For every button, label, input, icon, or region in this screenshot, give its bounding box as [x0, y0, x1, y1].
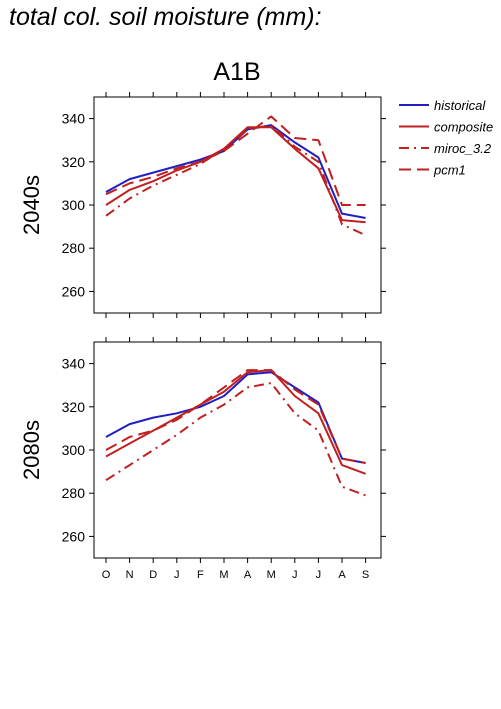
- panel-2040s: 260 280 300 320 340 2040s: [19, 92, 386, 318]
- series-line-pcm1: [105, 369, 366, 464]
- x-tick-label: D: [149, 569, 157, 581]
- panel-label-2080s: 2080s: [19, 420, 44, 480]
- legend-label: pcm1: [433, 163, 466, 178]
- series-line-historical: [105, 124, 366, 219]
- legend-label: historical: [434, 98, 486, 113]
- y-tick-label: 340: [62, 111, 86, 127]
- series-line-composite: [105, 369, 366, 475]
- x-tick-label: F: [197, 569, 204, 581]
- y-tick-label: 280: [62, 240, 86, 256]
- panel-2080s: 260 280 300 320 340 2080s: [19, 337, 386, 563]
- series-line-pcm1: [105, 115, 366, 206]
- y-tick-label: 260: [62, 283, 86, 299]
- y-tick-label: 300: [62, 442, 86, 458]
- series-line-miroc-3-2: [105, 382, 366, 497]
- series-line-miroc-3-2: [105, 124, 367, 237]
- x-tick-label: J: [292, 569, 298, 581]
- x-tick-label: O: [102, 569, 111, 581]
- x-tick-label: A: [338, 569, 346, 581]
- x-tick-label: J: [174, 569, 180, 581]
- scenario-title: A1B: [213, 58, 260, 86]
- x-tick-label: M: [219, 569, 228, 581]
- y-tick-label: 320: [62, 154, 86, 170]
- y-tick-label: 340: [62, 356, 86, 372]
- x-tick-label: S: [362, 569, 369, 581]
- legend: historical composite miroc_3.2 pcm1: [399, 98, 493, 178]
- panel-label-2040s: 2040s: [19, 175, 44, 235]
- figure-title: total col. soil moisture (mm):: [9, 3, 322, 31]
- x-tick-label: N: [126, 569, 134, 581]
- y-tick-label: 280: [62, 485, 86, 501]
- y-tick-label: 260: [62, 528, 86, 544]
- series-line-historical: [105, 371, 366, 464]
- legend-label: miroc_3.2: [434, 141, 492, 156]
- legend-label: composite: [434, 120, 493, 135]
- x-tick-label: A: [244, 569, 252, 581]
- x-tick-label: J: [316, 569, 322, 581]
- y-tick-label: 320: [62, 399, 86, 415]
- series-line-composite: [105, 126, 366, 224]
- x-tick-label: M: [267, 569, 276, 581]
- y-tick-label: 300: [62, 197, 86, 213]
